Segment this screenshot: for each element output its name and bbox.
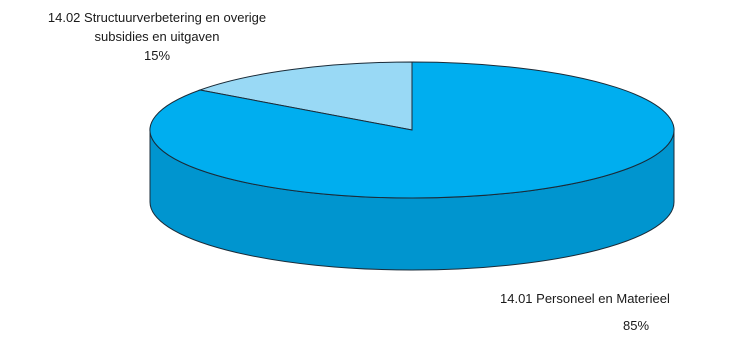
pie-slice-structuurverbetering: [198, 61, 413, 131]
slice-label-line2: subsidies en uitgaven: [94, 29, 220, 44]
slice-label-line1: 14.02 Structuurverbetering en overige: [47, 10, 267, 25]
slice-percent: 15%: [143, 48, 171, 63]
slice-label-personeel: 14.01 Personeel en Materieel 85%: [500, 289, 732, 335]
pie-slice-personeel: [149, 61, 675, 199]
slice-label-line1: 14.01 Personeel en Materieel: [500, 291, 670, 306]
slice-percent: 85%: [623, 318, 650, 333]
slice-label-structuurverbetering: 14.02 Structuurverbetering en overige su…: [6, 8, 308, 65]
